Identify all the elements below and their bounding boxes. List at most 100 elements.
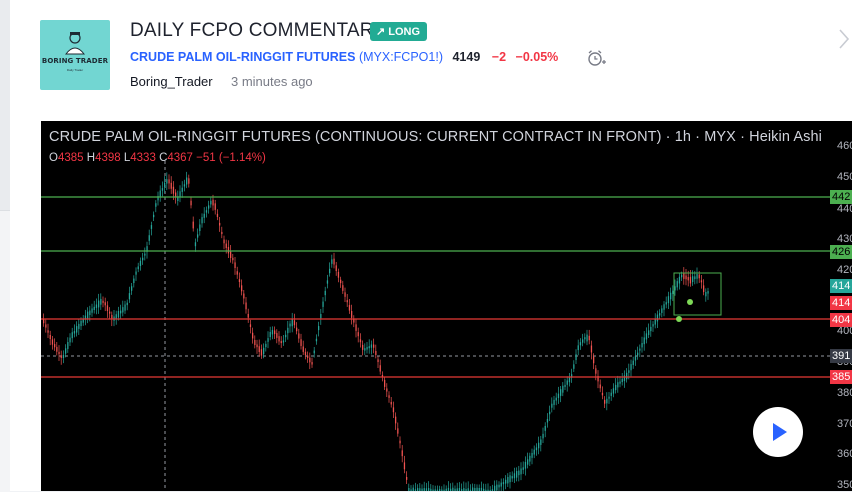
levels xyxy=(41,196,830,378)
candle-body xyxy=(575,354,577,361)
candle-body xyxy=(122,307,124,313)
candle-body xyxy=(307,355,309,358)
candle-body xyxy=(408,488,410,491)
candle-body xyxy=(406,476,408,480)
candle-body xyxy=(384,379,386,387)
candle-body xyxy=(106,305,109,312)
candle-body xyxy=(252,332,254,339)
candle-body xyxy=(511,476,513,479)
candle-body xyxy=(219,222,221,226)
candle-body xyxy=(177,196,179,201)
candle-body xyxy=(573,364,575,369)
candle-body xyxy=(474,488,476,491)
candle-body xyxy=(249,324,252,328)
price-change-percent: −0.05% xyxy=(515,50,559,64)
candle-body xyxy=(245,302,247,310)
left-panel-edge-lower xyxy=(0,210,10,492)
candle-body xyxy=(606,398,608,404)
candle-body xyxy=(421,488,423,491)
candle-body xyxy=(650,326,652,332)
candle-body xyxy=(392,407,395,413)
candle-body xyxy=(659,313,661,316)
candle-body xyxy=(529,455,531,462)
candle-body xyxy=(546,418,549,423)
candle-body xyxy=(225,243,227,249)
candle-body xyxy=(663,304,665,310)
candle-body xyxy=(51,339,54,345)
candle-body xyxy=(117,310,120,318)
candle-body xyxy=(452,487,454,491)
candle-body xyxy=(287,327,289,334)
candle-body xyxy=(93,306,95,310)
candle-body xyxy=(456,488,458,491)
candle-body xyxy=(205,210,208,213)
symbol-code-link[interactable]: MYX:FCPO1! xyxy=(363,50,439,64)
candle-body xyxy=(522,467,524,470)
close-label: C xyxy=(159,152,168,164)
candle-body xyxy=(538,442,540,449)
candle-body xyxy=(304,351,307,356)
candle-body xyxy=(612,388,615,394)
author-logo[interactable]: BORING TRADER Daily Trader xyxy=(40,20,110,90)
candle-body xyxy=(260,349,263,356)
candle-body xyxy=(472,487,474,491)
ohlc-legend: O4385 H4398 L4333 C4367 −51 (−1.14%) xyxy=(49,152,266,164)
idea-title[interactable]: DAILY FCPO COMMENTARY xyxy=(130,20,387,41)
candle-body xyxy=(476,487,478,491)
candle-body xyxy=(236,271,238,275)
symbol-paren-open: ( xyxy=(358,50,364,64)
axis-tick: 440 xyxy=(837,203,852,215)
candle-body xyxy=(208,205,210,209)
candle-body xyxy=(175,192,177,197)
candle-body xyxy=(436,489,439,491)
candle-body xyxy=(520,468,522,475)
candle-body xyxy=(373,344,375,348)
author-name-link[interactable]: Boring_Trader xyxy=(130,74,213,89)
candle-body xyxy=(168,179,170,184)
candle-body xyxy=(703,285,705,292)
logo-text: BORING TRADER xyxy=(41,57,109,65)
candle-body xyxy=(692,276,694,282)
candle-body xyxy=(641,343,643,348)
open-value: 4385 xyxy=(57,152,84,164)
candle-body xyxy=(619,381,621,384)
open-label: O xyxy=(49,152,58,164)
candle-body xyxy=(483,488,485,491)
chevron-right-icon[interactable] xyxy=(836,22,852,56)
candle-body xyxy=(170,182,172,189)
candle-body xyxy=(687,277,689,281)
candle-body xyxy=(480,487,483,491)
symbol-name-link[interactable]: CRUDE PALM OIL-RINGGIT FUTURES xyxy=(130,50,356,64)
candle-body xyxy=(329,268,331,274)
candle-body xyxy=(637,352,639,356)
candle-body xyxy=(362,344,364,350)
candle-body xyxy=(419,488,421,491)
candle-body xyxy=(340,279,342,284)
play-button[interactable] xyxy=(753,407,803,457)
alarm-clock-icon[interactable] xyxy=(586,48,606,68)
candle-body xyxy=(375,351,377,355)
high-label: H xyxy=(86,152,96,164)
candle-body xyxy=(498,484,500,488)
candle-body xyxy=(564,384,566,387)
long-badge: ↗ LONG xyxy=(370,22,427,41)
candle-body xyxy=(293,320,296,326)
candle-body xyxy=(89,310,91,316)
symbol-paren-close: ) xyxy=(438,50,443,64)
chart-panel[interactable]: CRUDE PALM OIL-RINGGIT FUTURES (CONTINUO… xyxy=(41,121,852,491)
candle-body xyxy=(124,304,126,311)
candle-body xyxy=(634,356,637,361)
candle-body xyxy=(542,433,544,439)
axis-tick: 460 xyxy=(837,140,852,152)
candle-body xyxy=(326,280,329,284)
candle-body xyxy=(678,276,681,284)
candle-body xyxy=(502,482,505,485)
candle-body xyxy=(549,411,551,415)
candle-body xyxy=(179,191,181,198)
candle-body xyxy=(425,488,428,491)
candle-body xyxy=(247,313,249,318)
axis-tick: 380 xyxy=(837,387,852,399)
candle-body xyxy=(531,452,533,458)
candle-body xyxy=(172,186,175,194)
candle-body xyxy=(128,293,131,300)
